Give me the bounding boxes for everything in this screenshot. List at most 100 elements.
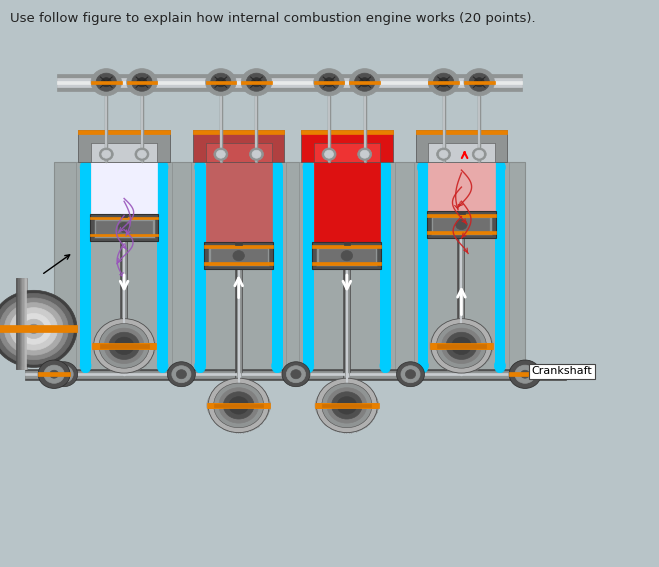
Circle shape: [104, 328, 144, 363]
Ellipse shape: [195, 358, 206, 373]
Ellipse shape: [158, 160, 168, 175]
Bar: [418, 167, 428, 366]
Circle shape: [214, 383, 264, 428]
Circle shape: [358, 148, 372, 160]
Circle shape: [442, 328, 481, 363]
Bar: [427, 231, 496, 234]
Circle shape: [451, 337, 471, 354]
Ellipse shape: [418, 160, 428, 175]
Circle shape: [215, 78, 226, 87]
Circle shape: [59, 370, 69, 379]
Bar: [314, 81, 344, 84]
Circle shape: [219, 388, 258, 423]
Bar: [57, 81, 522, 84]
Circle shape: [446, 332, 476, 359]
Circle shape: [100, 148, 113, 160]
Circle shape: [469, 73, 490, 91]
Bar: [16, 278, 28, 369]
Bar: [24, 278, 25, 369]
Bar: [427, 214, 496, 217]
Circle shape: [331, 392, 362, 419]
Bar: [208, 247, 270, 266]
Ellipse shape: [438, 330, 485, 362]
Circle shape: [216, 150, 225, 158]
Circle shape: [327, 388, 366, 423]
Circle shape: [44, 365, 65, 383]
Bar: [92, 343, 156, 349]
Bar: [312, 242, 381, 269]
Circle shape: [438, 78, 449, 87]
Bar: [206, 81, 236, 84]
Circle shape: [119, 222, 130, 232]
Circle shape: [127, 69, 158, 96]
Bar: [21, 278, 22, 369]
Bar: [458, 211, 465, 214]
Bar: [78, 130, 170, 162]
Circle shape: [109, 332, 140, 359]
Ellipse shape: [195, 160, 206, 175]
Circle shape: [0, 298, 69, 359]
Bar: [18, 278, 20, 369]
Ellipse shape: [92, 324, 156, 367]
Circle shape: [282, 362, 310, 387]
Circle shape: [509, 360, 541, 388]
Bar: [94, 218, 155, 238]
Circle shape: [135, 148, 149, 160]
Bar: [414, 162, 509, 371]
Circle shape: [520, 370, 530, 379]
Ellipse shape: [380, 358, 391, 373]
Bar: [427, 211, 496, 238]
Circle shape: [38, 360, 70, 388]
Bar: [312, 245, 381, 248]
Bar: [193, 130, 285, 162]
Ellipse shape: [418, 358, 428, 373]
Bar: [416, 130, 507, 134]
Circle shape: [223, 392, 254, 419]
Ellipse shape: [315, 384, 379, 426]
Bar: [90, 234, 158, 236]
Bar: [214, 404, 263, 407]
Circle shape: [208, 378, 270, 433]
Bar: [431, 343, 492, 349]
Circle shape: [436, 324, 486, 368]
Circle shape: [464, 69, 494, 96]
Bar: [204, 242, 273, 269]
Circle shape: [28, 324, 39, 333]
Circle shape: [474, 150, 484, 158]
Circle shape: [401, 366, 420, 383]
Bar: [206, 143, 272, 162]
Circle shape: [177, 370, 186, 379]
Circle shape: [511, 362, 539, 387]
Bar: [100, 344, 148, 348]
Circle shape: [16, 314, 51, 344]
Ellipse shape: [303, 160, 314, 175]
Bar: [127, 81, 158, 84]
Circle shape: [439, 150, 448, 158]
Circle shape: [113, 337, 134, 355]
Bar: [94, 343, 155, 349]
Circle shape: [132, 73, 152, 91]
Bar: [193, 130, 285, 134]
Bar: [431, 215, 492, 235]
Circle shape: [428, 69, 459, 96]
Circle shape: [515, 366, 534, 383]
Circle shape: [322, 383, 372, 428]
Bar: [76, 162, 172, 371]
Bar: [26, 373, 567, 375]
Circle shape: [228, 396, 249, 415]
Bar: [78, 130, 170, 134]
Bar: [54, 162, 525, 371]
Bar: [494, 167, 505, 366]
Bar: [91, 162, 158, 241]
Text: Crankshaft: Crankshaft: [531, 366, 592, 376]
Ellipse shape: [430, 324, 493, 367]
Bar: [312, 262, 381, 265]
Ellipse shape: [207, 384, 270, 426]
Bar: [349, 81, 380, 84]
Bar: [272, 167, 283, 366]
Ellipse shape: [272, 358, 283, 373]
Bar: [90, 214, 158, 241]
Circle shape: [114, 337, 134, 354]
Circle shape: [521, 370, 530, 378]
Text: Use follow figure to explain how internal combustion engine works (20 points).: Use follow figure to explain how interna…: [9, 12, 535, 26]
